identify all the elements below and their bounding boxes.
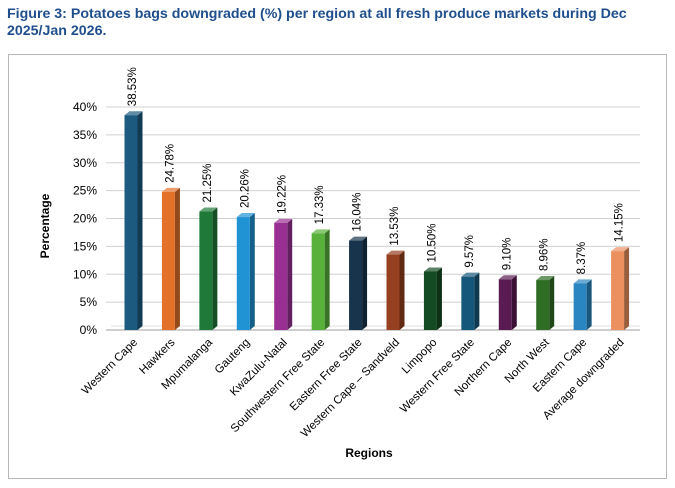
bar	[611, 247, 630, 330]
data-label: 8.96%	[539, 238, 551, 271]
bar-top	[199, 207, 218, 212]
bar-top	[461, 272, 480, 277]
y-tick-label: 25%	[73, 184, 97, 198]
data-label: 24.78%	[164, 144, 176, 183]
bar	[386, 250, 405, 330]
bar	[461, 272, 480, 330]
bar-top	[611, 247, 630, 252]
bar	[161, 187, 180, 330]
figure-title: Figure 3: Potatoes bags downgraded (%) p…	[7, 6, 627, 39]
y-tick-label: 30%	[73, 156, 97, 170]
bar-side	[549, 276, 555, 330]
y-tick-label: 5%	[80, 295, 98, 309]
bar-top	[311, 229, 330, 234]
bar-top	[236, 213, 255, 218]
bar	[124, 111, 143, 330]
bar-front	[124, 115, 138, 330]
data-label: 16.04%	[352, 193, 364, 232]
data-label: 13.53%	[389, 207, 401, 246]
bar-side	[362, 236, 368, 330]
y-tick-label: 10%	[73, 267, 97, 281]
bar	[274, 218, 293, 330]
bar-side	[474, 272, 480, 330]
data-label: 20.26%	[239, 169, 251, 208]
x-tick-label: Eastern Free State	[288, 337, 365, 414]
bar-front	[573, 283, 587, 330]
bar-front	[461, 276, 475, 330]
bar-side	[511, 275, 517, 330]
data-label: 17.33%	[314, 185, 326, 224]
gridlines	[106, 106, 640, 331]
bar-front	[199, 211, 213, 330]
y-axis-label: Percentage	[38, 193, 52, 258]
bar-side	[174, 187, 180, 330]
data-label: 21.25%	[202, 164, 214, 203]
bar	[498, 275, 517, 330]
y-tick-label: 0%	[80, 323, 98, 337]
y-tick-label: 40%	[73, 100, 97, 114]
bar-front	[611, 251, 625, 330]
bar-side	[212, 207, 218, 330]
bar-front	[236, 217, 250, 330]
bar-top	[161, 187, 180, 192]
bar-front	[386, 254, 400, 330]
data-label: 9.57%	[464, 235, 476, 268]
bar-top	[349, 236, 368, 241]
bar-side	[624, 247, 630, 330]
data-label: 8.37%	[576, 242, 588, 275]
bar-side	[436, 267, 442, 330]
bar-side	[137, 111, 143, 330]
bar-top	[124, 111, 143, 116]
bar-side	[249, 213, 255, 330]
y-tick-label: 20%	[73, 212, 97, 226]
bar-front	[311, 233, 325, 330]
data-label: 10.50%	[426, 223, 438, 262]
chart-frame	[8, 54, 667, 479]
bar-side	[287, 218, 293, 330]
bar-top	[536, 276, 555, 281]
bar-top	[386, 250, 405, 255]
bar-front	[423, 271, 437, 330]
bars	[124, 111, 630, 330]
x-tick-label: Western Cape	[80, 337, 140, 397]
data-labels: 38.53% 24.78% 21.25% 20.26% 19.22% 17.33% 16.0…	[127, 67, 626, 274]
x-axis-ticks: Western CapeHawkersMpumalangaGautengKwaZ…	[80, 336, 627, 440]
bar-side	[586, 279, 592, 330]
bar	[423, 267, 442, 330]
bar	[236, 213, 255, 330]
bar-front	[536, 280, 550, 330]
bar-side	[399, 250, 405, 330]
bar	[573, 279, 592, 330]
y-tick-label: 15%	[73, 239, 97, 253]
bar-top	[498, 275, 517, 280]
bar	[536, 276, 555, 330]
y-tick-label: 35%	[73, 128, 97, 142]
data-label: 38.53%	[127, 67, 139, 106]
bar	[199, 207, 218, 330]
bar-front	[161, 191, 175, 330]
bar-side	[324, 229, 330, 330]
bar-front	[498, 279, 512, 330]
data-label: 9.10%	[501, 238, 513, 271]
bar	[349, 236, 368, 330]
bar	[311, 229, 330, 330]
bar-top	[423, 267, 442, 272]
x-axis-label: Regions	[345, 446, 393, 460]
bar-top	[274, 218, 293, 223]
bar-front	[274, 222, 288, 330]
bar-front	[349, 240, 363, 330]
data-label: 19.22%	[277, 175, 289, 214]
data-label: 14.15%	[614, 203, 626, 242]
bar-top	[573, 279, 592, 284]
y-axis-ticks: 0% 5% 10% 15% 20% 25% 30% 35% 40%	[73, 100, 97, 337]
